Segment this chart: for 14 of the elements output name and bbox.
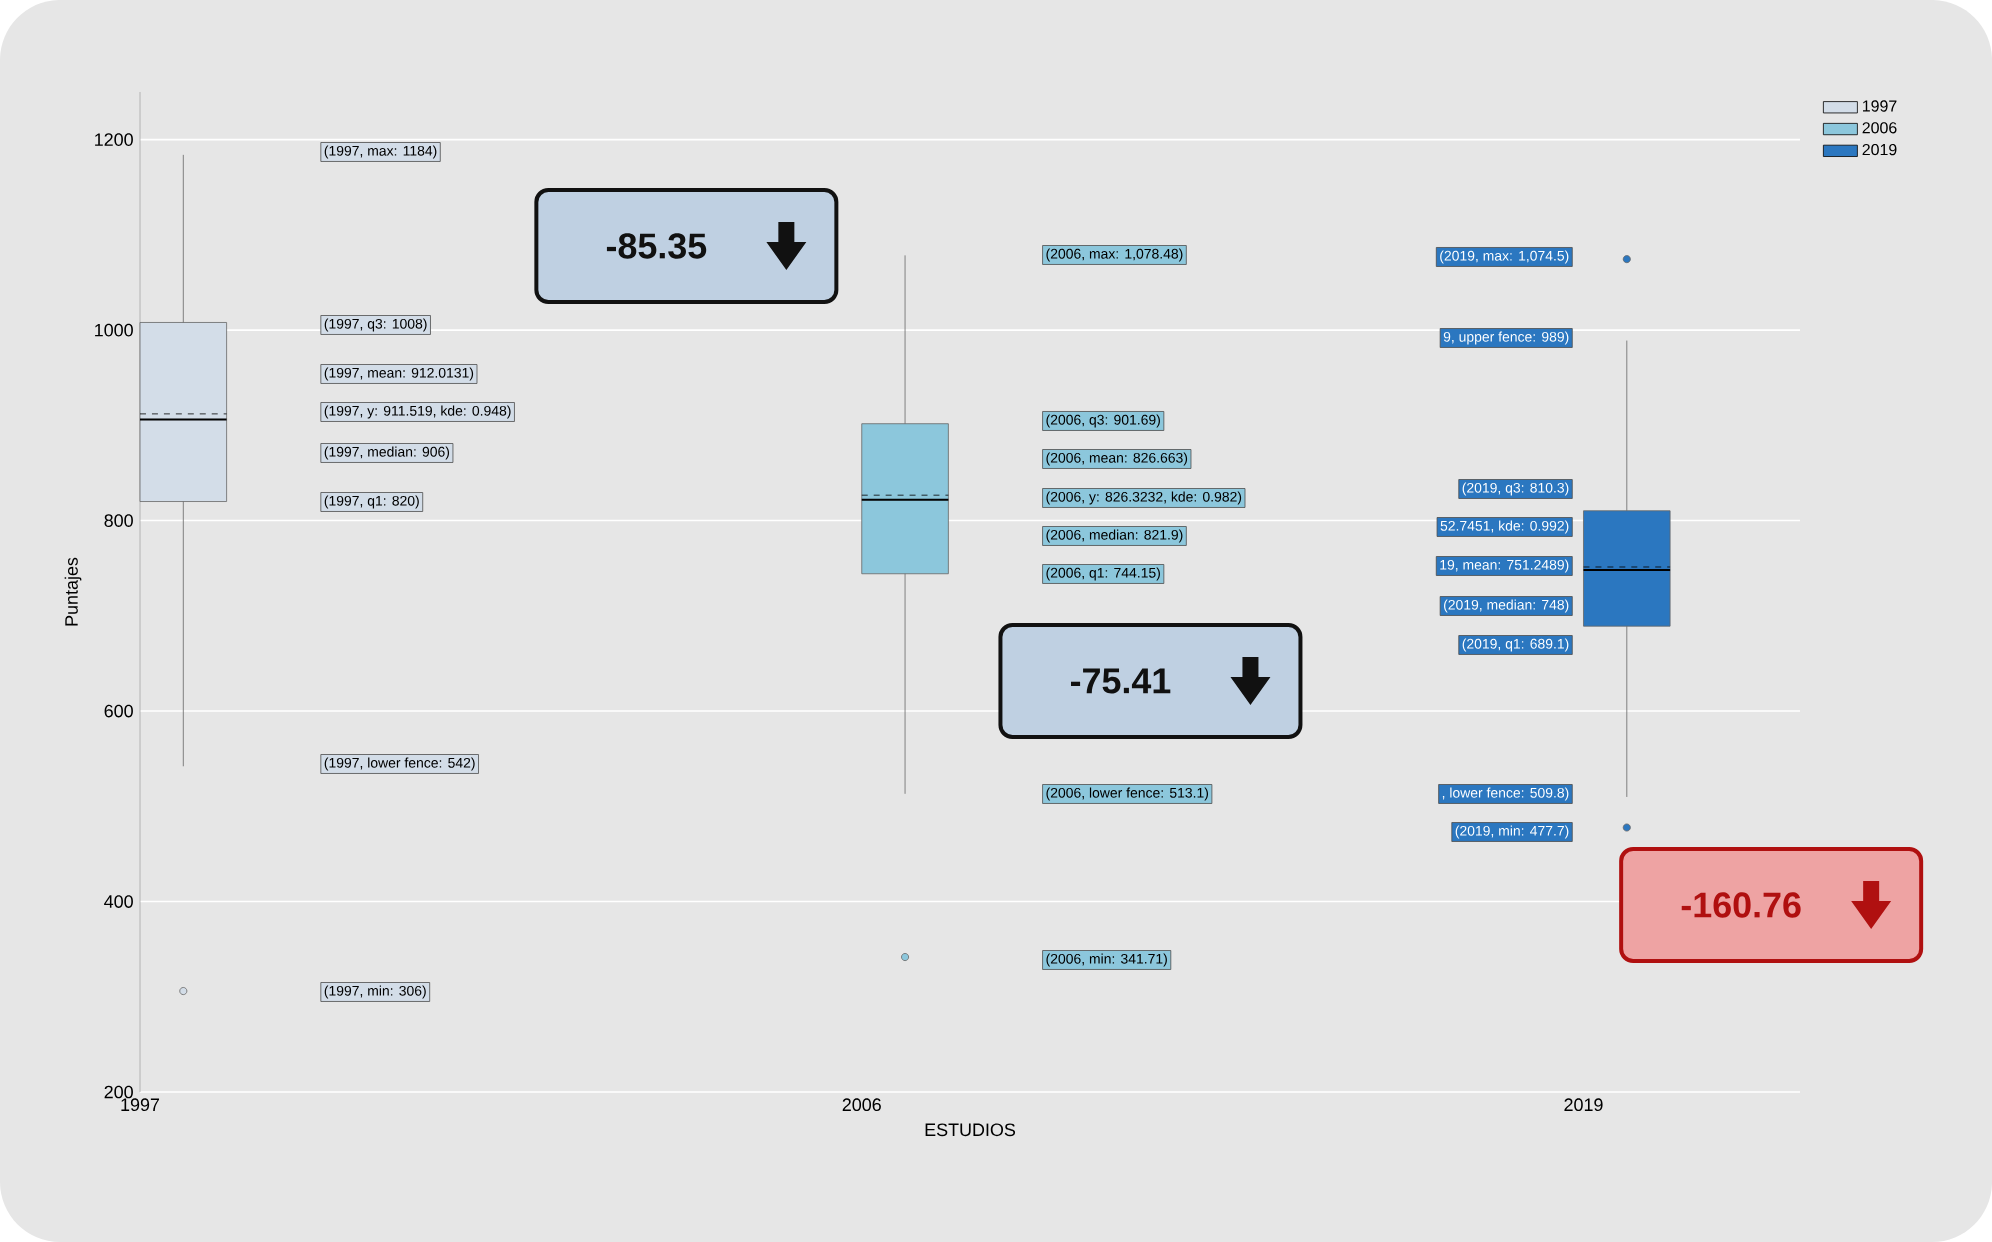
y-tick-label: 1200 [95,133,133,146]
annotation: -160.76 [1681,892,1801,918]
annotation: -85.35 [606,233,707,259]
annotation: -75.41 [1071,668,1171,694]
x-tick-label: 2019 [1564,1098,1603,1112]
x-tick-label: 1997 [121,1098,160,1112]
y-tick-label: 200 [104,1085,133,1099]
y-tick-label: 600 [104,704,133,718]
x-axis-title: ESTUDIOS [925,1123,1016,1137]
y-tick-label: 800 [104,514,133,527]
x-tick-label: 2006 [842,1098,881,1112]
y-axis-title: Puntajes [64,557,82,626]
y-tick-label: 400 [104,895,133,908]
y-tick-label: 1000 [95,323,133,337]
